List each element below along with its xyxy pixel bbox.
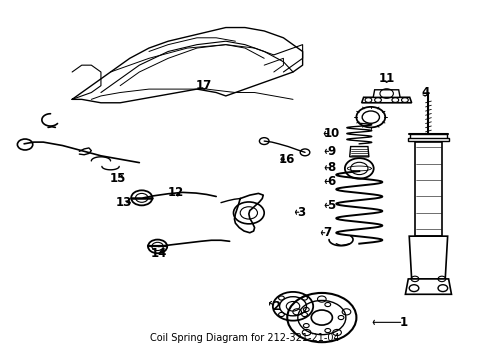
Text: 6: 6 xyxy=(327,175,336,188)
Text: 9: 9 xyxy=(327,145,336,158)
Polygon shape xyxy=(350,147,369,157)
Polygon shape xyxy=(373,90,400,97)
Polygon shape xyxy=(408,138,449,141)
Text: 12: 12 xyxy=(167,186,183,199)
Text: Coil Spring Diagram for 212-321-21-04: Coil Spring Diagram for 212-321-21-04 xyxy=(150,333,340,343)
Text: 2: 2 xyxy=(272,300,280,313)
Polygon shape xyxy=(415,142,442,236)
Text: 1: 1 xyxy=(399,316,408,329)
Text: 4: 4 xyxy=(421,86,429,99)
Polygon shape xyxy=(362,97,412,103)
Polygon shape xyxy=(405,279,451,294)
Text: 14: 14 xyxy=(150,247,167,260)
Text: 10: 10 xyxy=(323,127,340,140)
Text: 8: 8 xyxy=(327,161,336,174)
Text: 5: 5 xyxy=(327,199,336,212)
Text: 16: 16 xyxy=(279,153,295,166)
Polygon shape xyxy=(410,134,447,139)
Text: 13: 13 xyxy=(116,196,132,209)
Polygon shape xyxy=(409,236,448,279)
Text: 17: 17 xyxy=(196,79,212,92)
Text: 3: 3 xyxy=(297,206,306,219)
Text: 11: 11 xyxy=(379,72,395,85)
Text: 7: 7 xyxy=(323,226,332,239)
Text: 15: 15 xyxy=(110,171,126,185)
